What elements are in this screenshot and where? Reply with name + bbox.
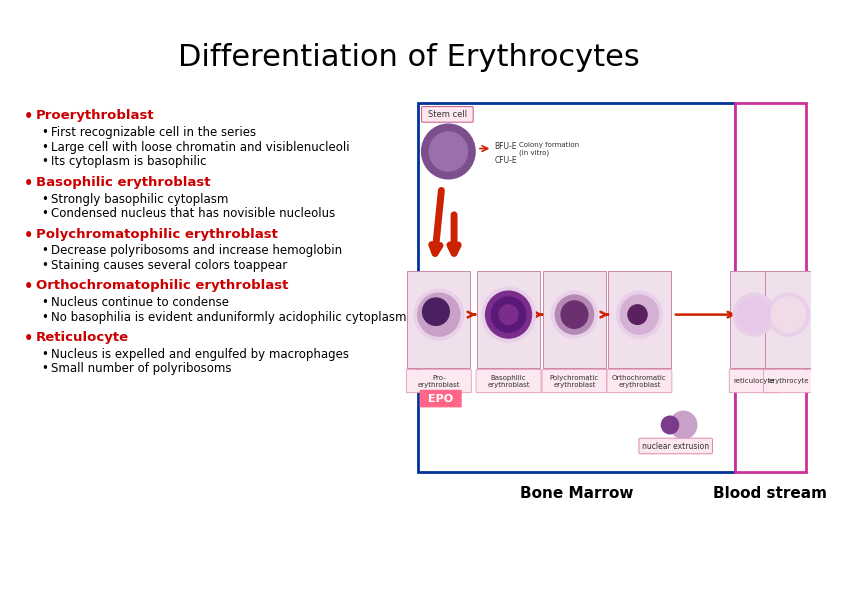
Bar — [765, 271, 813, 368]
Text: reticulocyte: reticulocyte — [733, 378, 775, 384]
Text: •: • — [41, 244, 48, 257]
Text: Orthochromatophilic erythroblast: Orthochromatophilic erythroblast — [35, 280, 288, 293]
Text: Differentiation of Erythrocytes: Differentiation of Erythrocytes — [179, 44, 640, 72]
Text: •: • — [41, 156, 48, 169]
Text: •: • — [41, 193, 48, 206]
Text: •: • — [41, 259, 48, 272]
Text: Condensed nucleus that has novisible nucleolus: Condensed nucleus that has novisible nuc… — [51, 207, 335, 220]
Circle shape — [616, 291, 663, 338]
Text: •: • — [41, 126, 48, 139]
Bar — [735, 103, 806, 472]
Bar — [730, 271, 778, 368]
Text: Bone Marrow: Bone Marrow — [520, 486, 633, 501]
Circle shape — [767, 293, 809, 336]
Text: EPO: EPO — [428, 393, 453, 403]
FancyBboxPatch shape — [639, 438, 712, 454]
Text: Polychromatic
erythroblast: Polychromatic erythroblast — [550, 374, 599, 387]
Text: Reticulocyte: Reticulocyte — [35, 331, 129, 344]
Text: •: • — [41, 141, 48, 154]
Text: Small number of polyribosoms: Small number of polyribosoms — [51, 362, 232, 375]
Text: •: • — [41, 362, 48, 375]
Bar — [608, 271, 671, 368]
Text: •: • — [41, 296, 48, 309]
Text: •: • — [24, 331, 34, 346]
Text: Nucleus continue to condense: Nucleus continue to condense — [51, 296, 229, 309]
Circle shape — [670, 411, 696, 439]
Text: •: • — [41, 311, 48, 324]
Circle shape — [418, 293, 460, 336]
Circle shape — [486, 291, 531, 338]
Text: •: • — [24, 280, 34, 294]
Circle shape — [771, 297, 806, 332]
Circle shape — [492, 297, 525, 332]
FancyBboxPatch shape — [729, 370, 779, 393]
FancyBboxPatch shape — [764, 370, 813, 393]
Circle shape — [422, 124, 475, 179]
Text: Basophilic
erythroblast: Basophilic erythroblast — [488, 374, 530, 387]
Text: nuclear extrusion: nuclear extrusion — [642, 442, 709, 451]
Text: •: • — [41, 348, 48, 361]
FancyArrowPatch shape — [424, 395, 440, 401]
Circle shape — [414, 289, 464, 340]
Text: Nucleus is expelled and engulfed by macrophages: Nucleus is expelled and engulfed by macr… — [51, 348, 349, 361]
Text: Staining causes several colors toappear: Staining causes several colors toappear — [51, 259, 287, 272]
Text: First recognizable cell in the series: First recognizable cell in the series — [51, 126, 256, 139]
Text: CFU-E: CFU-E — [494, 156, 517, 164]
Text: Polychromatophilic erythroblast: Polychromatophilic erythroblast — [35, 228, 278, 241]
Circle shape — [552, 291, 597, 338]
Text: ┘: ┘ — [690, 421, 705, 429]
Text: •: • — [41, 207, 48, 220]
FancyBboxPatch shape — [542, 370, 607, 393]
Text: Orthochromatic
erythroblast: Orthochromatic erythroblast — [612, 374, 667, 387]
Circle shape — [733, 293, 775, 336]
Text: Pro-
erythroblast: Pro- erythroblast — [418, 374, 460, 387]
Text: Its cytoplasm is basophilic: Its cytoplasm is basophilic — [51, 156, 206, 169]
Text: •: • — [24, 110, 34, 125]
Bar — [418, 103, 735, 472]
Bar — [543, 271, 606, 368]
Text: Large cell with loose chromatin and visiblenucleoli: Large cell with loose chromatin and visi… — [51, 141, 349, 154]
FancyBboxPatch shape — [476, 370, 541, 393]
Circle shape — [482, 287, 536, 342]
Circle shape — [429, 132, 467, 171]
Text: Basophilic erythroblast: Basophilic erythroblast — [35, 176, 210, 189]
Text: Proerythroblast: Proerythroblast — [35, 110, 154, 123]
Text: •: • — [24, 176, 34, 191]
Text: Colony formation
(in vitro): Colony formation (in vitro) — [519, 142, 579, 156]
Circle shape — [556, 295, 594, 334]
Text: erythrocyte: erythrocyte — [768, 378, 808, 384]
Circle shape — [628, 305, 647, 324]
Bar — [408, 271, 471, 368]
FancyBboxPatch shape — [407, 370, 472, 393]
FancyBboxPatch shape — [607, 370, 672, 393]
Circle shape — [661, 416, 679, 434]
Text: Stem cell: Stem cell — [428, 110, 467, 119]
Text: Blood stream: Blood stream — [713, 486, 828, 501]
Text: └: └ — [650, 421, 663, 429]
Text: BFU-E: BFU-E — [494, 142, 517, 151]
Text: No basophilia is evident anduniformly acidophilic cytoplasm: No basophilia is evident anduniformly ac… — [51, 311, 407, 324]
Text: Strongly basophilic cytoplasm: Strongly basophilic cytoplasm — [51, 193, 228, 206]
Bar — [477, 271, 540, 368]
Circle shape — [423, 298, 450, 325]
FancyBboxPatch shape — [419, 390, 461, 408]
Circle shape — [621, 295, 658, 334]
FancyBboxPatch shape — [422, 107, 473, 122]
Circle shape — [737, 297, 771, 332]
Circle shape — [561, 301, 588, 328]
Text: Decrease polyribosoms and increase hemoglobin: Decrease polyribosoms and increase hemog… — [51, 244, 342, 257]
Text: •: • — [24, 228, 34, 243]
Circle shape — [499, 305, 518, 324]
